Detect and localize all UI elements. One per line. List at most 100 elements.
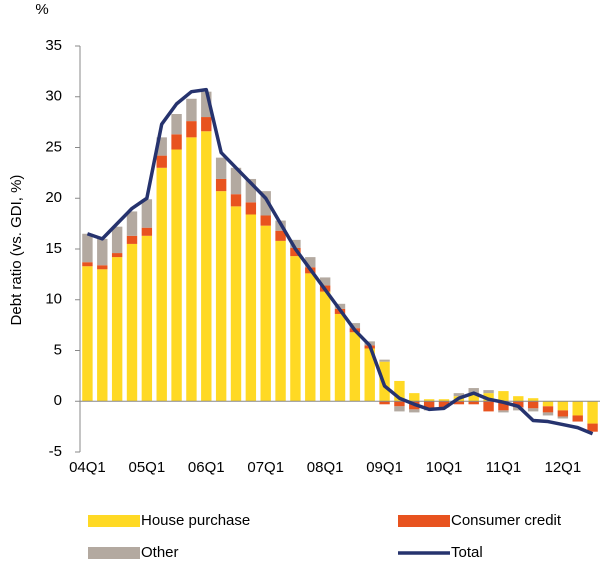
- bar-segment: [527, 408, 539, 412]
- bar-segment: [245, 202, 257, 215]
- bar-segment: [126, 211, 138, 236]
- bar-segment: [349, 323, 361, 329]
- bar-segment: [97, 265, 108, 270]
- bar-segment: [468, 388, 479, 395]
- bar-segment: [171, 149, 182, 402]
- bar-segment: [334, 303, 346, 309]
- y-tick-label: 10: [45, 291, 62, 308]
- bar-segment: [82, 262, 93, 267]
- bar-segment: [171, 134, 182, 150]
- bar-segment: [542, 401, 554, 407]
- bar-segment: [201, 131, 212, 402]
- legend-label: Total: [451, 544, 483, 561]
- bar-segment: [542, 406, 554, 413]
- bar-segment: [483, 393, 494, 402]
- y-tick-label: 35: [45, 37, 62, 54]
- bar-segment: [290, 256, 301, 402]
- bar-segment: [453, 393, 465, 397]
- bar-segment: [394, 406, 405, 412]
- bar-segment: [245, 214, 257, 402]
- x-tick-label: 09Q1: [366, 459, 403, 476]
- bar-segment: [587, 401, 598, 424]
- bar-segment: [141, 199, 153, 228]
- bar-segment: [97, 238, 108, 266]
- bar-segment: [527, 401, 539, 409]
- bar-segment: [260, 191, 271, 216]
- bar-segment: [305, 273, 316, 402]
- bar-segment: [305, 257, 316, 268]
- x-tick-label: 11Q1: [486, 459, 522, 476]
- bar-segment: [557, 401, 569, 411]
- legend-label: Other: [141, 544, 179, 561]
- bar-segment: [557, 410, 569, 417]
- bar-segment: [349, 332, 361, 402]
- bar-segment: [230, 194, 242, 207]
- x-tick-label: 10Q1: [426, 459, 463, 476]
- bar-segment: [215, 157, 227, 179]
- x-tick-label: 06Q1: [188, 459, 225, 476]
- bar-segment: [587, 423, 598, 432]
- bar-segment: [394, 380, 405, 402]
- y-tick-label: 30: [45, 88, 62, 105]
- bar-segment: [260, 225, 271, 402]
- bar-segment: [156, 137, 167, 156]
- legend-swatch: [88, 515, 140, 527]
- bar-segment: [379, 401, 390, 405]
- bar-segment: [483, 390, 494, 394]
- bar-segment: [230, 167, 242, 195]
- bar-segment: [156, 167, 167, 402]
- bar-segment: [245, 178, 257, 203]
- bar-segment: [186, 137, 197, 402]
- bar-segment: [513, 401, 524, 408]
- bar-segment: [527, 398, 539, 402]
- legend-swatch: [88, 547, 140, 559]
- bar-segment: [394, 401, 405, 407]
- bar-segment: [453, 401, 465, 405]
- bar-segment: [97, 269, 108, 402]
- bar-segment: [572, 415, 583, 422]
- bar-segment: [186, 98, 197, 122]
- bar-segment: [186, 121, 197, 138]
- bar-segment: [409, 409, 420, 413]
- bar-segment: [319, 277, 331, 286]
- bar-segment: [141, 227, 153, 236]
- bar-segment: [215, 191, 227, 402]
- bar-segment: [82, 233, 93, 263]
- bar-segment: [201, 117, 212, 132]
- y-tick-label: 25: [45, 138, 62, 155]
- bar-segment: [230, 206, 242, 402]
- bar-segment: [498, 401, 509, 411]
- legend-swatch: [398, 515, 450, 527]
- bar-segment: [513, 407, 524, 411]
- legend-label: House purchase: [141, 512, 250, 529]
- bar-segment: [111, 257, 123, 402]
- bar-segment: [275, 230, 286, 241]
- bar-segment: [572, 401, 583, 416]
- bar-segment: [498, 410, 509, 413]
- y-tick-label: 0: [54, 392, 62, 409]
- bar-segment: [423, 399, 435, 402]
- bar-segment: [334, 313, 346, 402]
- bar-segment: [290, 247, 301, 257]
- bar-segment: [498, 391, 509, 402]
- bar-segment: [409, 393, 420, 402]
- bar-segment: [156, 155, 167, 168]
- y-tick-label: 5: [54, 341, 62, 358]
- bar-segment: [319, 291, 331, 402]
- x-tick-label: 08Q1: [307, 459, 344, 476]
- bar-segment: [483, 401, 494, 412]
- bar-segment: [141, 235, 153, 402]
- y-tick-label: 15: [45, 240, 62, 257]
- x-tick-label: 07Q1: [247, 459, 284, 476]
- bar-segment: [275, 240, 286, 402]
- bar-segment: [468, 401, 479, 405]
- bar-segment: [468, 394, 479, 402]
- bar-segment: [201, 91, 212, 118]
- bar-segment: [126, 243, 138, 402]
- legend-label: Consumer credit: [451, 512, 562, 529]
- y-tick-label: -5: [49, 443, 62, 460]
- bar-segment: [260, 215, 271, 226]
- bar-segment: [82, 266, 93, 402]
- bar-segment: [111, 253, 123, 258]
